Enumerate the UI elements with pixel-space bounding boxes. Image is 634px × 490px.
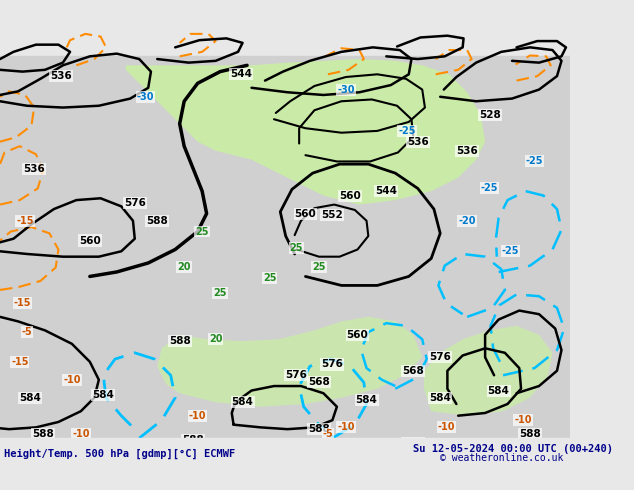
- Text: -10: -10: [337, 422, 354, 432]
- Text: 588: 588: [32, 429, 54, 439]
- Text: -30: -30: [337, 85, 354, 95]
- Text: 584: 584: [93, 390, 114, 400]
- Bar: [0, 56, 569, 438]
- Text: 560: 560: [339, 191, 361, 200]
- Text: 568: 568: [403, 366, 424, 376]
- Text: 25: 25: [290, 243, 303, 253]
- Text: 584: 584: [429, 392, 451, 403]
- Text: -25: -25: [481, 183, 498, 194]
- Text: -10: -10: [63, 375, 81, 385]
- Text: 20: 20: [178, 263, 191, 272]
- Text: 25: 25: [195, 226, 209, 237]
- Text: 576: 576: [429, 352, 451, 362]
- Text: -5: -5: [323, 429, 333, 439]
- Text: 20: 20: [209, 334, 223, 344]
- Text: 584: 584: [231, 397, 254, 407]
- Text: 536: 536: [23, 164, 45, 173]
- Text: -10: -10: [514, 415, 531, 425]
- Text: 576: 576: [124, 198, 146, 208]
- Text: 25: 25: [214, 288, 227, 297]
- Text: -30: -30: [137, 92, 154, 102]
- Text: 544: 544: [375, 186, 398, 196]
- Text: 588: 588: [169, 336, 191, 346]
- Text: 552: 552: [321, 210, 343, 221]
- Text: -25: -25: [398, 126, 416, 136]
- Bar: [0, 438, 569, 465]
- Text: -5: -5: [92, 445, 103, 455]
- Text: 536: 536: [50, 71, 72, 81]
- Text: 576: 576: [285, 370, 307, 380]
- Text: 528: 528: [479, 110, 500, 120]
- Text: 576: 576: [321, 360, 344, 369]
- Text: -25: -25: [526, 156, 543, 167]
- Text: -15: -15: [14, 298, 31, 308]
- Text: -5: -5: [190, 446, 201, 457]
- Text: -25: -25: [501, 246, 519, 256]
- Text: 568: 568: [308, 377, 330, 388]
- Text: 588: 588: [403, 438, 424, 448]
- Text: Su 12-05-2024 00:00 UTC (00+240): Su 12-05-2024 00:00 UTC (00+240): [413, 444, 613, 454]
- Text: 584: 584: [19, 392, 41, 403]
- Polygon shape: [157, 317, 422, 407]
- Text: -15: -15: [11, 357, 29, 367]
- Text: 588: 588: [182, 435, 204, 445]
- Text: 536: 536: [456, 146, 478, 156]
- Text: 25: 25: [312, 263, 326, 272]
- Polygon shape: [424, 326, 552, 416]
- Text: -10: -10: [72, 429, 89, 439]
- Text: 588: 588: [146, 216, 168, 226]
- Text: 544: 544: [230, 69, 252, 79]
- Text: -5: -5: [22, 327, 32, 337]
- Text: -10: -10: [189, 411, 207, 421]
- Text: 584: 584: [488, 387, 510, 396]
- Text: 560: 560: [79, 236, 101, 245]
- Text: 560: 560: [295, 209, 316, 219]
- Text: Height/Temp. 500 hPa [gdmp][°C] ECMWF: Height/Temp. 500 hPa [gdmp][°C] ECMWF: [4, 449, 236, 460]
- Text: -10: -10: [437, 422, 455, 432]
- Text: © weatheronline.co.uk: © weatheronline.co.uk: [440, 453, 564, 463]
- Text: 25: 25: [262, 273, 276, 283]
- Text: -15: -15: [16, 216, 34, 226]
- Text: 560: 560: [347, 330, 368, 340]
- Text: 536: 536: [407, 137, 429, 147]
- Text: 588: 588: [519, 429, 541, 439]
- Text: 588: 588: [308, 424, 330, 434]
- Text: 584: 584: [356, 395, 377, 405]
- Text: -10: -10: [180, 441, 197, 450]
- Polygon shape: [126, 59, 485, 204]
- Text: -20: -20: [458, 216, 476, 226]
